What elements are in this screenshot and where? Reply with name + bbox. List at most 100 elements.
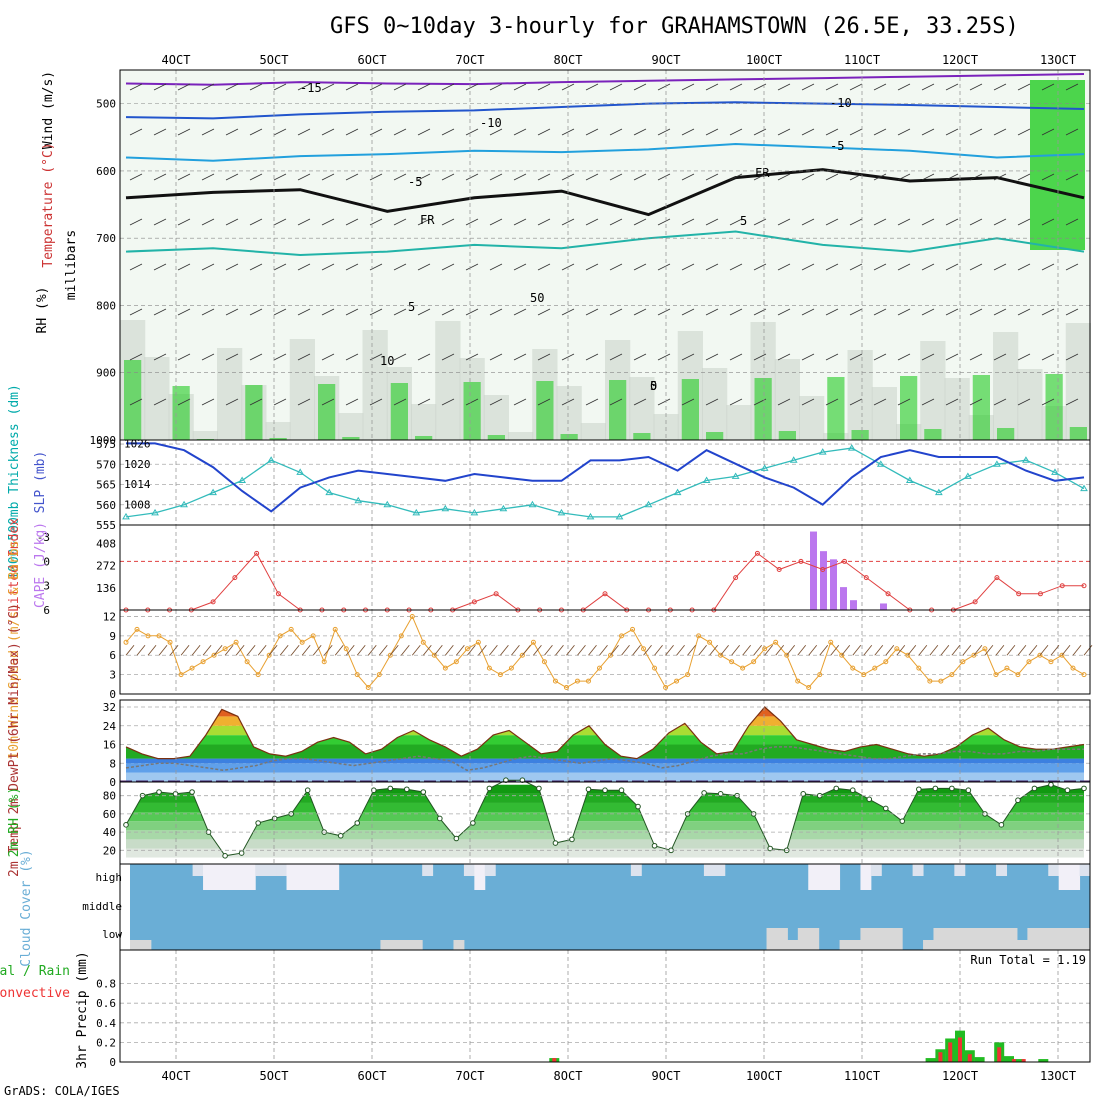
temp-band [126,707,1084,717]
wind-barb [321,398,335,406]
rh-patch [483,395,509,440]
rh-patch [681,379,699,440]
wind-barb [825,398,839,406]
wind-speed-marker [244,659,250,665]
wind-barb [777,263,791,271]
rh-patch [629,377,655,440]
rh-marker [370,787,377,794]
cloud-low-cell [453,940,465,950]
wind-barb [417,218,431,226]
thickness-marker [296,468,305,475]
wind-barb [797,644,807,656]
wind-barb [585,353,599,361]
wind-barb [609,353,623,361]
wind-speed-marker [530,639,536,645]
wind-barb [657,128,671,136]
rh-marker [337,832,344,839]
wind-barb [921,83,935,91]
wind-barb [129,353,143,361]
li-marker [994,575,1000,581]
contour-label: -15 [300,81,322,95]
wind-speed-marker [310,633,316,639]
wind-barb [729,218,743,226]
wind-barb [465,308,479,316]
wind-barb [585,218,599,226]
cloud-low-cell [766,928,778,950]
thickness-ytick: 560 [96,499,116,512]
cloud-high-cell [192,864,204,876]
wind-barb [1017,173,1031,181]
rh-marker [420,789,427,795]
isotherm-line [125,73,1085,86]
rh-marker [1031,785,1038,792]
wind-barb [467,644,476,656]
wind-barb [897,308,911,316]
wind-barb [180,644,190,656]
wind-barb [522,644,531,656]
wind-barb [633,353,647,361]
thickness-marker [673,488,682,496]
wind-barb [544,644,553,656]
cloud-high-cell [1048,864,1060,876]
wind-barb [969,263,983,271]
wind-barb [153,353,167,361]
wind-barb [417,263,431,271]
wind-barb [801,218,815,226]
wind-barb [705,353,719,361]
thickness-marker [934,488,943,496]
wind-speed-marker [608,652,614,658]
rh-marker [899,818,906,824]
precip-frame [119,949,1091,1063]
rh-marker [470,820,476,826]
li-marker [842,558,847,564]
credit-label: GrADS: COLA/IGES [4,1084,120,1098]
thickness-ytick: 570 [96,458,116,471]
precip-convective-bar [938,1052,943,1062]
wind-barb [896,644,906,656]
cloud-high-cell [996,864,1008,876]
wind-barb [129,173,143,181]
wind-barb [136,644,146,656]
wind-barb [897,173,911,181]
wind-speed-marker [630,626,636,632]
wind-barb [224,644,234,656]
wind-barb [973,644,983,656]
upper-ytick: 800 [96,299,116,312]
cloud-high-cell [818,864,830,890]
wind-barb [945,173,959,181]
cloud-low-cell [964,928,976,950]
cloud-low-cell [130,940,141,950]
cloud-low-cell [839,940,851,950]
wind-speed-marker [938,678,944,684]
thickness-marker [441,504,450,512]
wind-barb [729,353,743,361]
li-marker [471,599,477,605]
wind-barb [849,263,863,271]
precip-ytick: 0 [109,1056,116,1069]
rh-marker [916,786,922,793]
li-marker [863,575,869,581]
wind-barb [555,644,564,656]
thickness-marker [702,476,711,483]
wind-barb [945,218,959,226]
wind-barb [177,83,191,91]
wind-barb [489,128,503,136]
thickness-marker [818,448,827,455]
wind-barb [777,218,791,226]
wind10m-axis-label: 10m Wind Speed (m/s) & Barbs [7,540,22,759]
wind-barb [969,398,983,406]
wind-barb [657,308,671,316]
rh-marker [172,791,179,797]
top-date-label: 4OCT [162,53,191,67]
rh-marker [536,785,542,792]
wind-barb [513,218,527,226]
wind-barb [874,644,884,656]
rh-patch [920,341,946,440]
wind-barb [657,353,671,361]
wind-barb [367,644,377,656]
wind-speed-marker [652,665,658,671]
cape-bar [820,551,827,610]
wind-barb [1017,218,1031,226]
rh-patch [435,321,461,440]
wind-barb [279,644,289,656]
